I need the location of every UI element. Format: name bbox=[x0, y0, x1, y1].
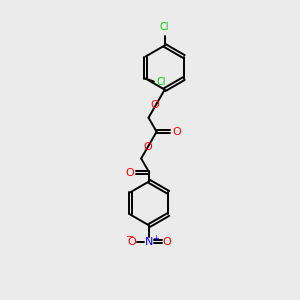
Text: O: O bbox=[162, 237, 171, 247]
Text: O: O bbox=[172, 127, 181, 137]
Text: O: O bbox=[128, 237, 136, 247]
Text: Cl: Cl bbox=[160, 22, 169, 32]
Text: O: O bbox=[151, 100, 160, 110]
Text: O: O bbox=[125, 167, 134, 178]
Text: +: + bbox=[152, 234, 159, 243]
Text: Cl: Cl bbox=[157, 77, 166, 87]
Text: N: N bbox=[145, 237, 154, 247]
Text: O: O bbox=[143, 142, 152, 152]
Text: −: − bbox=[126, 232, 134, 242]
